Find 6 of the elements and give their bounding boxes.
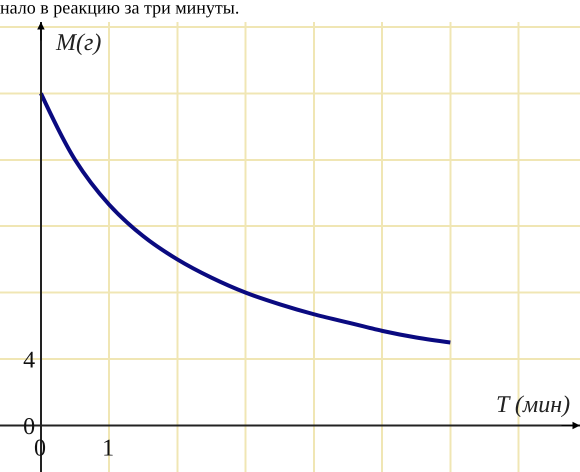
x-tick-label: 1 — [102, 435, 114, 462]
y-axis-title: M(г) — [55, 30, 102, 56]
chart-title: нало в реакцию за три минуты. — [0, 0, 240, 18]
line-series — [38, 91, 452, 344]
x-axis-title: T (мин) — [496, 392, 570, 418]
y-tick-label: 4 — [23, 347, 36, 374]
